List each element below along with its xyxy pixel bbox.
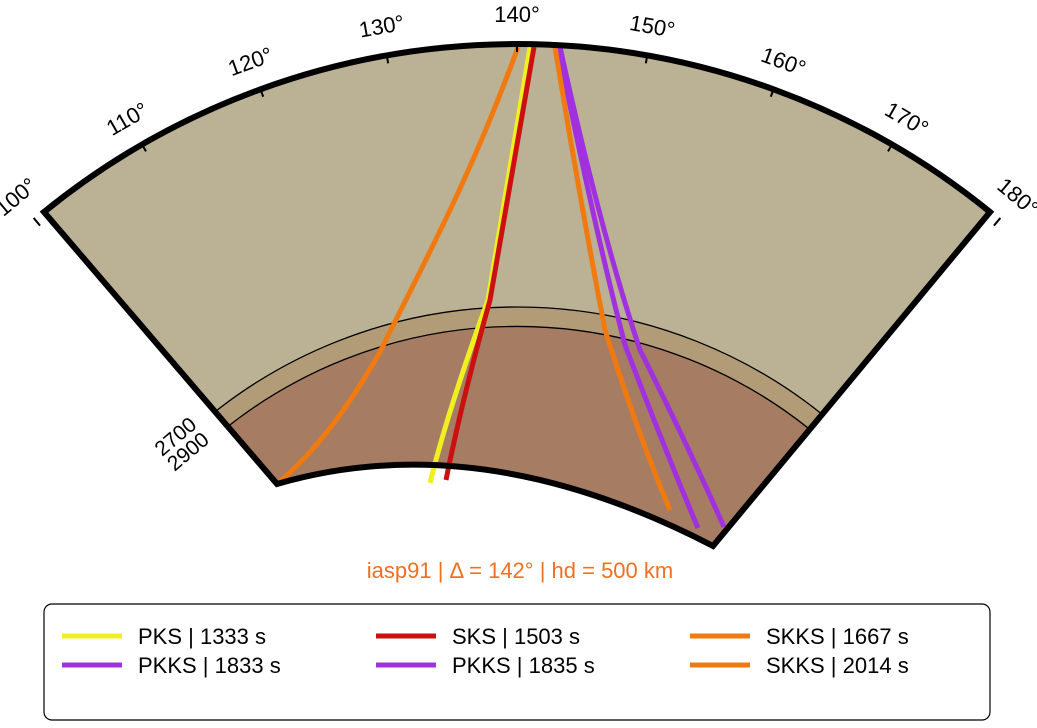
depth-boundary	[48, 325, 986, 547]
x-tick-label: 100°	[0, 173, 41, 221]
section	[44, 44, 990, 547]
x-tick-label: 150°	[628, 10, 677, 43]
tick-mark	[644, 53, 649, 64]
ray-path	[443, 46, 537, 481]
ray-path	[275, 46, 521, 486]
legend-label: SKKS | 2014 s	[766, 653, 909, 678]
ray-path	[552, 46, 673, 511]
ray-path	[555, 46, 701, 529]
x-tick-label: 170°	[881, 97, 933, 141]
legend-label: PKS | 1333 s	[138, 624, 266, 649]
subtitle: iasp91 | Δ = 142° | hd = 500 km	[367, 558, 673, 583]
x-tick-label: 160°	[758, 42, 809, 81]
x-tick-label: 130°	[357, 10, 406, 43]
legend: PKS | 1333 s SKS | 1503 s SKKS | 1667 s PKK…	[62, 624, 909, 678]
legend-label: SKKS | 1667 s	[766, 624, 909, 649]
ray-path	[557, 46, 727, 529]
legend-box	[43, 603, 991, 721]
depth-boundary	[44, 306, 990, 547]
x-tick-label: 180°	[993, 173, 1037, 221]
x-tick-label: 110°	[102, 97, 152, 141]
section-frame	[39, 41, 995, 550]
tick-mark	[385, 53, 390, 64]
legend-label: PKKS | 1833 s	[138, 653, 281, 678]
tick-mark	[993, 217, 1002, 227]
tick-mark	[769, 87, 776, 98]
tick-mark	[887, 142, 894, 152]
x-tick-label: 140°	[494, 2, 540, 27]
tick-mark	[32, 217, 41, 227]
legend-label: PKKS | 1835 s	[452, 653, 595, 678]
tick-mark	[258, 87, 265, 98]
legend-label: SKS | 1503 s	[452, 624, 580, 649]
x-tick-label: 120°	[225, 42, 276, 81]
tick-mark	[140, 142, 147, 152]
